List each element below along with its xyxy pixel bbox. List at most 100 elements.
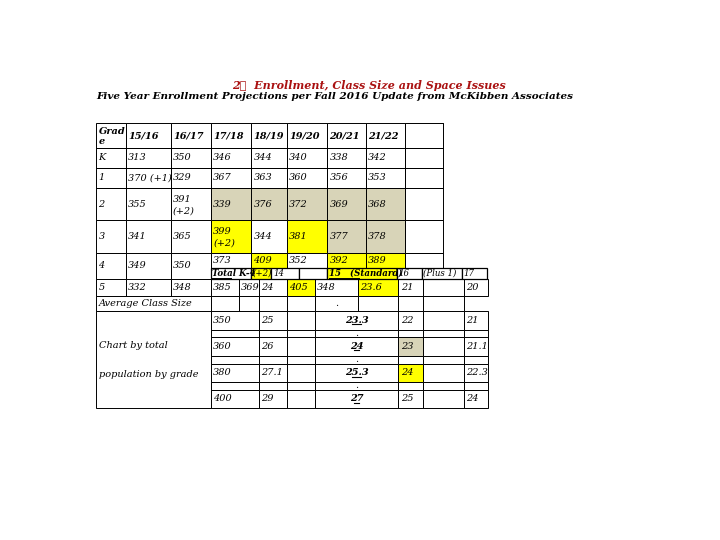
Text: 349: 349 <box>128 261 147 270</box>
Bar <box>423 382 464 390</box>
Bar <box>287 363 315 382</box>
Bar <box>271 268 300 279</box>
Bar <box>96 296 211 311</box>
Bar <box>171 220 211 253</box>
Text: 353: 353 <box>368 173 387 183</box>
Text: 344: 344 <box>253 232 272 241</box>
Bar <box>259 363 287 382</box>
Bar <box>327 253 366 268</box>
Text: 15   (Standard): 15 (Standard) <box>329 269 402 278</box>
Text: .: . <box>355 329 358 338</box>
Bar <box>171 253 211 279</box>
Bar <box>398 363 423 382</box>
Text: 380: 380 <box>213 368 232 377</box>
Bar <box>366 253 405 268</box>
Text: population by grade: population by grade <box>99 370 198 379</box>
Bar <box>251 148 287 168</box>
Bar <box>211 382 259 390</box>
Bar <box>315 296 358 311</box>
Bar <box>397 268 422 279</box>
Bar <box>405 148 444 168</box>
Bar <box>315 311 398 330</box>
Text: 399: 399 <box>213 227 232 236</box>
Bar <box>239 296 259 311</box>
Bar <box>287 356 315 363</box>
Text: e: e <box>99 137 105 146</box>
Bar <box>251 123 287 148</box>
Text: 400: 400 <box>213 395 232 403</box>
Bar <box>423 338 464 356</box>
Bar <box>423 296 464 311</box>
Bar <box>287 148 327 168</box>
Bar <box>259 338 287 356</box>
Bar <box>405 123 444 148</box>
Text: 23.6: 23.6 <box>361 283 382 292</box>
Bar <box>126 168 171 188</box>
Text: 3: 3 <box>99 232 105 241</box>
Text: Average Class Size: Average Class Size <box>99 299 192 308</box>
Bar <box>211 296 239 311</box>
Bar <box>96 253 126 279</box>
Bar <box>259 296 287 311</box>
Bar <box>96 220 126 253</box>
Bar <box>366 168 405 188</box>
Bar <box>315 356 398 363</box>
Text: 368: 368 <box>368 200 387 208</box>
Bar <box>423 311 464 330</box>
Text: 16/17: 16/17 <box>173 131 204 140</box>
Text: 348: 348 <box>317 283 336 292</box>
Bar <box>211 311 259 330</box>
Text: 365: 365 <box>173 232 192 241</box>
Text: 391: 391 <box>173 195 192 204</box>
Text: (+2): (+2) <box>173 206 195 215</box>
Bar <box>259 311 287 330</box>
Bar <box>398 356 423 363</box>
Text: 352: 352 <box>289 256 308 265</box>
Bar <box>251 220 287 253</box>
Bar <box>171 279 211 296</box>
Bar <box>287 390 315 408</box>
Text: 360: 360 <box>289 173 308 183</box>
Bar <box>126 123 171 148</box>
Bar <box>327 220 366 253</box>
Bar <box>259 330 287 338</box>
Text: 23.3: 23.3 <box>345 316 369 325</box>
Text: 5: 5 <box>99 283 105 292</box>
Text: Five Year Enrollment Projections per Fall 2016 Update from McKibben Associates: Five Year Enrollment Projections per Fal… <box>96 92 573 101</box>
Bar <box>259 279 287 296</box>
Bar <box>211 279 239 296</box>
Text: 377: 377 <box>330 232 348 241</box>
Text: 342: 342 <box>368 153 387 163</box>
Bar <box>315 363 398 382</box>
Text: 346: 346 <box>213 153 232 163</box>
Text: 369: 369 <box>241 283 260 292</box>
Bar <box>96 311 211 408</box>
Bar <box>358 296 398 311</box>
Bar <box>171 123 211 148</box>
Text: 363: 363 <box>253 173 272 183</box>
Text: 367: 367 <box>213 173 232 183</box>
Bar <box>405 253 444 268</box>
Bar <box>259 390 287 408</box>
Bar <box>464 382 488 390</box>
Text: 329: 329 <box>173 173 192 183</box>
Text: 409: 409 <box>253 256 272 265</box>
Bar <box>366 220 405 253</box>
Bar <box>251 253 287 268</box>
Bar <box>211 188 251 220</box>
Bar <box>251 168 287 188</box>
Text: 339: 339 <box>213 200 232 208</box>
Bar <box>126 253 171 279</box>
Bar <box>422 268 462 279</box>
Text: Grad: Grad <box>99 127 125 137</box>
Bar <box>464 338 488 356</box>
Bar <box>423 363 464 382</box>
Text: .: . <box>335 299 338 308</box>
Bar <box>96 279 126 296</box>
Bar <box>398 279 423 296</box>
Bar <box>398 311 423 330</box>
Text: 348: 348 <box>173 283 192 292</box>
Bar <box>287 188 327 220</box>
Bar <box>358 279 398 296</box>
Bar <box>211 363 259 382</box>
